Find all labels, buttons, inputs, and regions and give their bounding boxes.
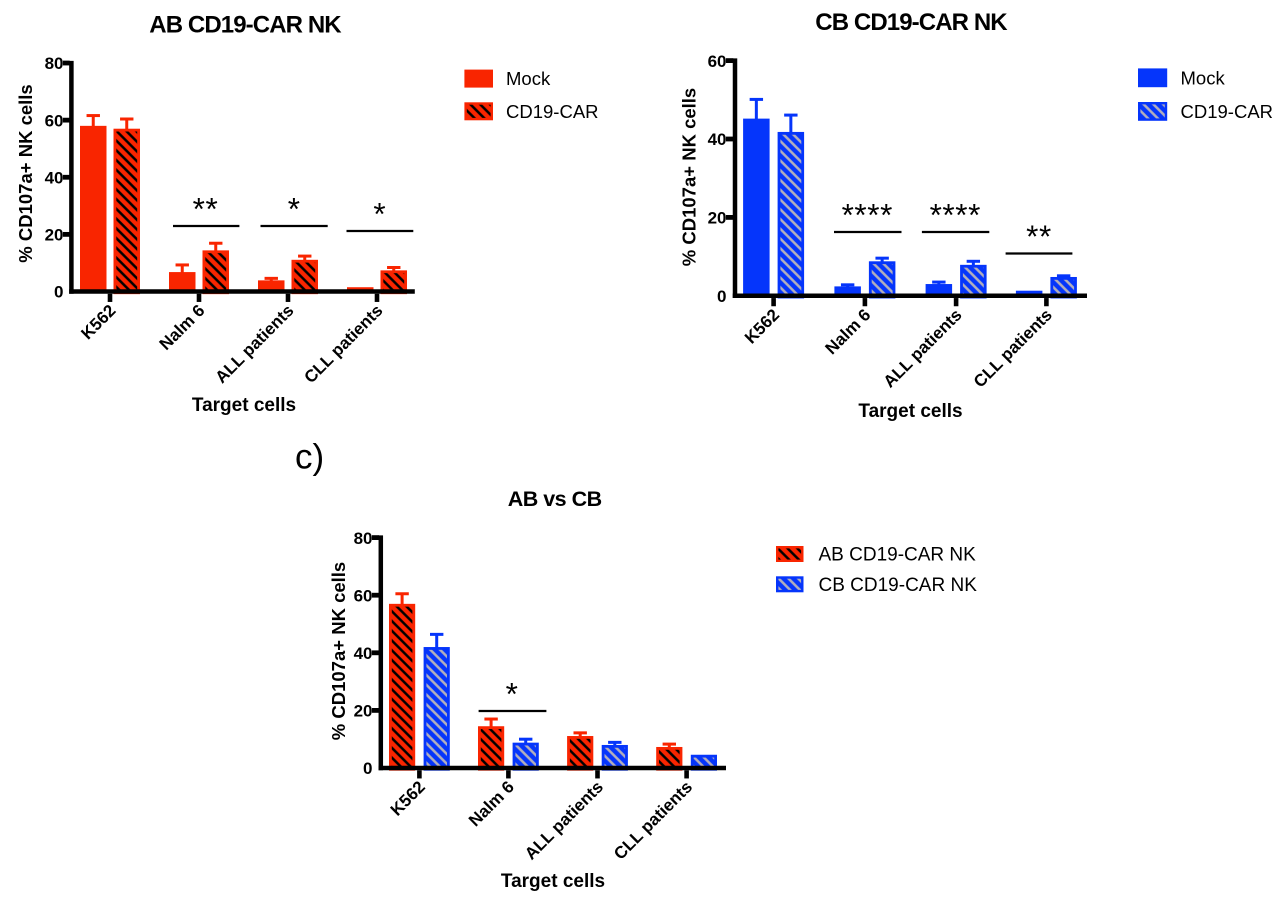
- svg-text:*: *: [288, 191, 301, 227]
- svg-text:CD19-CAR: CD19-CAR: [506, 101, 599, 122]
- svg-text:AB CD19-CAR NK: AB CD19-CAR NK: [149, 12, 342, 39]
- svg-text:Target cells: Target cells: [501, 871, 605, 892]
- svg-text:% CD107a+ NK cells: % CD107a+ NK cells: [328, 562, 349, 740]
- svg-text:CB CD19-CAR NK: CB CD19-CAR NK: [819, 575, 978, 596]
- svg-text:Target cells: Target cells: [192, 395, 296, 416]
- svg-text:0: 0: [54, 283, 63, 302]
- svg-text:AB vs CB: AB vs CB: [508, 487, 602, 511]
- svg-text:CD19-CAR: CD19-CAR: [1181, 101, 1274, 122]
- svg-text:**: **: [1026, 218, 1052, 254]
- svg-text:*: *: [506, 676, 519, 712]
- svg-text:**: **: [193, 191, 219, 227]
- svg-text:60: 60: [354, 586, 373, 605]
- svg-text:40: 40: [45, 168, 64, 187]
- svg-text:40: 40: [354, 644, 373, 663]
- svg-text:60: 60: [45, 111, 64, 130]
- svg-text:CB CD19-CAR NK: CB CD19-CAR NK: [815, 9, 1008, 36]
- svg-text:80: 80: [45, 54, 64, 73]
- svg-text:Mock: Mock: [506, 68, 551, 89]
- svg-text:AB CD19-CAR NK: AB CD19-CAR NK: [819, 545, 977, 566]
- svg-text:40: 40: [708, 130, 727, 149]
- svg-text:% CD107a+ NK cells: % CD107a+ NK cells: [15, 84, 36, 262]
- svg-text:0: 0: [363, 759, 372, 778]
- svg-text:20: 20: [708, 209, 727, 228]
- svg-text:****: ****: [842, 197, 893, 233]
- svg-text:c): c): [295, 438, 324, 477]
- svg-text:****: ****: [930, 197, 981, 233]
- svg-text:20: 20: [354, 702, 373, 721]
- svg-text:80: 80: [354, 529, 373, 548]
- svg-text:60: 60: [708, 52, 727, 71]
- svg-text:Target cells: Target cells: [858, 401, 962, 422]
- svg-text:0: 0: [717, 287, 726, 306]
- svg-text:20: 20: [45, 226, 64, 245]
- svg-text:*: *: [373, 196, 386, 232]
- svg-text:% CD107a+ NK cells: % CD107a+ NK cells: [679, 88, 700, 266]
- svg-text:Mock: Mock: [1181, 67, 1226, 88]
